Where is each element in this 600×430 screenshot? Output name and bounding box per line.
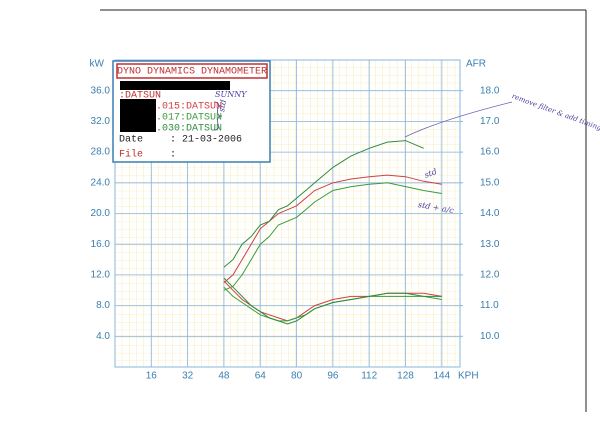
- y-tick-label: 16.0: [91, 239, 111, 250]
- x-tick-label: 96: [327, 371, 339, 382]
- afr-line: [223, 277, 442, 325]
- x-tick-label: 32: [182, 371, 194, 382]
- x-tick-label: 128: [397, 371, 414, 382]
- vehicle: :DATSUN: [119, 91, 161, 102]
- annotation-arrow: [404, 101, 513, 138]
- x-tick-label: 64: [255, 371, 267, 382]
- legend-title-box: [116, 63, 268, 79]
- y-tick-label: 4.0: [96, 331, 110, 342]
- legend: DYNO DYNAMICS DYNAMOMETER :DATSUN Date :…: [112, 60, 271, 163]
- annotation: remove filter & add timing: [511, 92, 600, 132]
- y2-tick-label: 12.0: [480, 270, 500, 281]
- power-line: [223, 174, 442, 283]
- y-axis-title: kW: [90, 59, 105, 70]
- legend-entry: .017:DATSUN: [156, 113, 222, 124]
- file: :: [170, 150, 176, 161]
- afr-line: [223, 286, 442, 322]
- y2-tick-label: 16.0: [480, 147, 500, 158]
- y-tick-label: 32.0: [91, 116, 111, 127]
- y2-tick-label: 13.0: [480, 239, 500, 250]
- y-tick-label: 8.0: [96, 300, 110, 311]
- y-tick-label: 24.0: [91, 177, 111, 188]
- y-tick-label: 20.0: [91, 208, 111, 219]
- y2-axis-title: AFR: [466, 59, 486, 70]
- legend-entry: .015:DATSUN: [156, 102, 222, 113]
- brace: [213, 101, 223, 131]
- legend-entry: .030:DATSUN: [156, 124, 222, 135]
- date: : 21-03-2006: [170, 135, 242, 146]
- x-axis-title: KPH: [458, 371, 479, 382]
- y2-tick-label: 11.0: [480, 300, 499, 311]
- x-tick-label: 80: [291, 371, 303, 382]
- annotation: std: [423, 167, 438, 180]
- redaction: [120, 99, 156, 132]
- redaction: [120, 81, 230, 90]
- y-tick-label: 12.0: [91, 270, 111, 281]
- y2-tick-label: 10.0: [480, 331, 500, 342]
- file-label: File: [119, 149, 143, 161]
- power-line: [223, 182, 442, 291]
- x-tick-label: 144: [433, 371, 450, 382]
- y2-tick-label: 18.0: [480, 85, 500, 96]
- annotation: std: [217, 99, 228, 113]
- x-tick-label: 48: [218, 371, 230, 382]
- x-tick-label: 112: [361, 371, 377, 382]
- power-line: [223, 140, 424, 268]
- legend-title: DYNO DYNAMICS DYNAMOMETER: [117, 67, 267, 78]
- y-tick-label: 36.0: [91, 85, 111, 96]
- y2-tick-label: 14.0: [480, 208, 500, 219]
- y2-tick-label: 15.0: [480, 177, 500, 188]
- x-tick-label: 16: [146, 371, 158, 382]
- y-tick-label: 28.0: [91, 147, 111, 158]
- annotation: SUNNY: [215, 90, 247, 99]
- y2-tick-label: 17.0: [480, 116, 500, 127]
- date-label: Date: [119, 135, 143, 146]
